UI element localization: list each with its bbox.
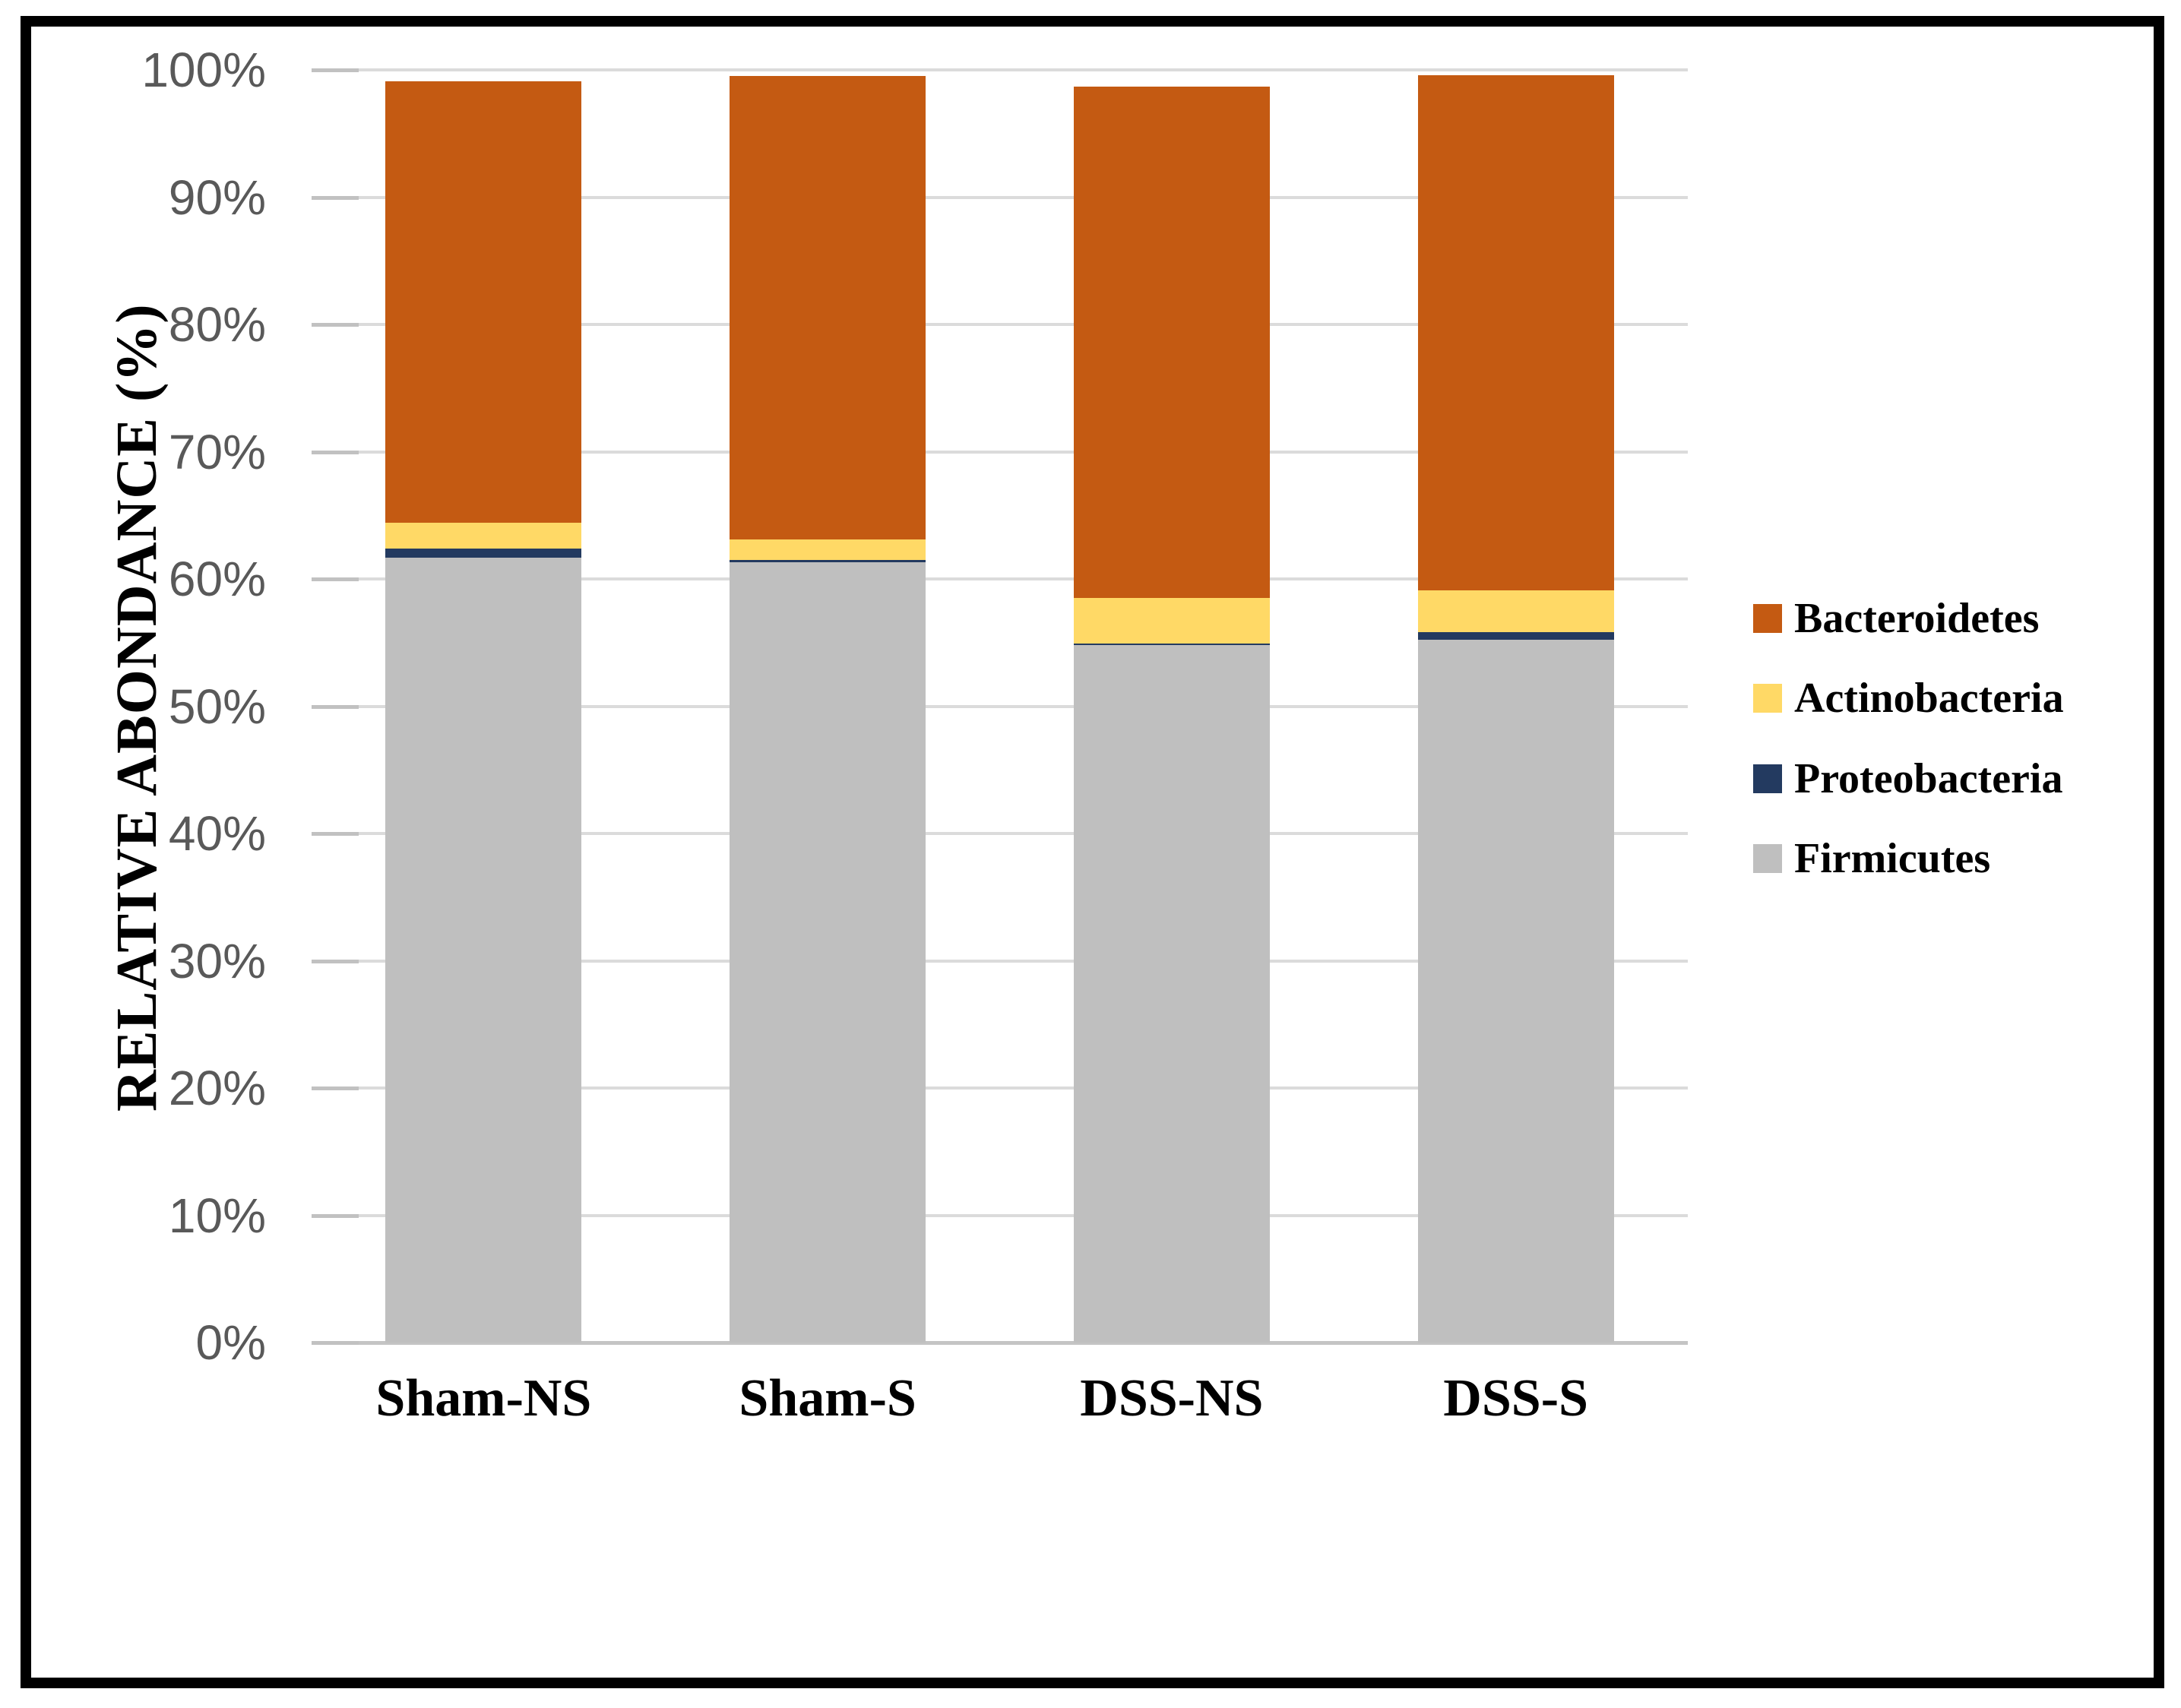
legend-swatch-bacteroidetes bbox=[1753, 604, 1782, 633]
legend-label: Actinobacteria bbox=[1794, 675, 2064, 722]
x-axis-label-dss-ns: DSS-NS bbox=[1080, 1369, 1264, 1428]
bar-segment-bacteroidetes bbox=[1073, 86, 1270, 599]
y-tick-label: 100% bbox=[141, 43, 266, 97]
legend-item-bacteroidetes: Bacteroidetes bbox=[1753, 596, 2039, 641]
y-tick-label: 90% bbox=[168, 169, 266, 225]
x-axis-line bbox=[312, 1341, 1688, 1345]
y-axis-tick bbox=[312, 323, 359, 327]
gridline bbox=[312, 323, 1688, 326]
legend-label: Bacteroidetes bbox=[1794, 595, 2040, 642]
y-tick-label: 50% bbox=[168, 678, 266, 734]
bar-segment-actinobacteria bbox=[1417, 590, 1614, 633]
gridline bbox=[312, 195, 1688, 199]
y-tick-label: 70% bbox=[168, 424, 266, 479]
bar-segment-proteobacteria bbox=[1073, 644, 1270, 646]
y-tick-label: 10% bbox=[168, 1188, 266, 1243]
legend-swatch-actinobacteria bbox=[1753, 684, 1782, 713]
gridline bbox=[312, 1086, 1688, 1090]
y-axis-tick bbox=[312, 577, 359, 581]
gridline bbox=[312, 68, 1688, 71]
y-axis-tick bbox=[312, 832, 359, 836]
bar-segment-firmicutes bbox=[730, 562, 926, 1343]
y-tick-label: 40% bbox=[168, 806, 266, 861]
bar-segment-firmicutes bbox=[1073, 645, 1270, 1343]
gridline bbox=[312, 959, 1688, 963]
bar-segment-bacteroidetes bbox=[385, 81, 582, 523]
bar-segment-proteobacteria bbox=[385, 548, 582, 558]
legend-swatch-proteobacteria bbox=[1753, 764, 1782, 793]
y-tick-label: 30% bbox=[168, 933, 266, 988]
gridline bbox=[312, 832, 1688, 835]
x-axis-label-sham-s: Sham-S bbox=[739, 1369, 916, 1428]
legend-item-actinobacteria: Actinobacteria bbox=[1753, 675, 2064, 721]
y-tick-label: 60% bbox=[168, 552, 266, 606]
y-axis-tick bbox=[312, 195, 359, 200]
bar-segment-actinobacteria bbox=[730, 539, 926, 560]
gridline bbox=[312, 577, 1688, 580]
y-axis-tick bbox=[312, 1341, 359, 1345]
legend-swatch-firmicutes bbox=[1753, 844, 1782, 873]
y-axis-tick bbox=[312, 68, 359, 72]
legend-item-proteobacteria: Proteobacteria bbox=[1753, 756, 2062, 802]
bar-segment-bacteroidetes bbox=[1417, 74, 1614, 591]
y-axis-tick bbox=[312, 450, 359, 454]
bar-segment-proteobacteria bbox=[1417, 632, 1614, 640]
bar-segment-bacteroidetes bbox=[730, 76, 926, 540]
y-axis-tick bbox=[312, 704, 359, 709]
legend-label: Proteobacteria bbox=[1794, 755, 2063, 802]
legend-item-firmicutes: Firmicutes bbox=[1753, 836, 1990, 881]
gridline bbox=[312, 1213, 1688, 1217]
x-axis-label-dss-s: DSS-S bbox=[1443, 1369, 1588, 1428]
bar-segment-actinobacteria bbox=[385, 523, 582, 549]
y-tick-label: 0% bbox=[195, 1315, 267, 1370]
legend-label: Firmicutes bbox=[1794, 835, 1991, 882]
bar-segment-firmicutes bbox=[1417, 640, 1614, 1343]
gridline bbox=[312, 704, 1688, 708]
bar-segment-actinobacteria bbox=[1073, 598, 1270, 644]
bar-segment-proteobacteria bbox=[730, 559, 926, 563]
y-axis-tick bbox=[312, 1213, 359, 1218]
y-axis-tick bbox=[312, 1086, 359, 1090]
y-tick-label: 80% bbox=[168, 297, 266, 352]
y-axis-tick bbox=[312, 959, 359, 963]
x-axis-label-sham-ns: Sham-NS bbox=[375, 1369, 592, 1428]
gridline bbox=[312, 450, 1688, 454]
bar-segment-firmicutes bbox=[385, 557, 582, 1343]
y-tick-label: 20% bbox=[168, 1061, 266, 1115]
